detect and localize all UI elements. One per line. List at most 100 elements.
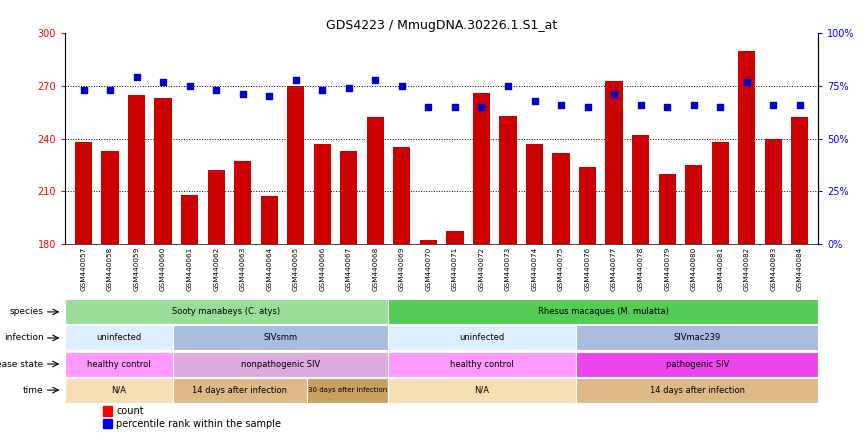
- Bar: [685, 165, 702, 244]
- Text: disease state: disease state: [0, 360, 43, 369]
- Text: GSM440063: GSM440063: [240, 246, 246, 291]
- Bar: [792, 118, 809, 244]
- Point: [76, 87, 90, 94]
- Bar: [172, 352, 388, 377]
- Text: GSM440083: GSM440083: [770, 246, 776, 291]
- Point: [130, 74, 144, 81]
- Bar: [500, 116, 517, 244]
- Point: [793, 101, 807, 108]
- Point: [580, 103, 594, 111]
- Bar: [128, 95, 145, 244]
- Point: [342, 84, 356, 91]
- Text: GSM440066: GSM440066: [320, 246, 326, 291]
- Text: GSM440069: GSM440069: [399, 246, 405, 291]
- Bar: [712, 142, 729, 244]
- Bar: [307, 377, 388, 403]
- Bar: [65, 325, 172, 350]
- Point: [448, 103, 462, 111]
- Text: GSM440057: GSM440057: [81, 246, 87, 291]
- Text: species: species: [10, 307, 43, 317]
- Bar: [103, 419, 113, 428]
- Bar: [553, 153, 570, 244]
- Text: GSM440081: GSM440081: [717, 246, 723, 291]
- Text: GSM440076: GSM440076: [585, 246, 591, 291]
- Bar: [366, 118, 384, 244]
- Bar: [74, 142, 92, 244]
- Point: [660, 103, 674, 111]
- Text: count: count: [116, 405, 144, 416]
- Bar: [579, 166, 596, 244]
- Bar: [172, 377, 307, 403]
- Text: N/A: N/A: [475, 385, 489, 395]
- Bar: [576, 352, 818, 377]
- Text: GSM440072: GSM440072: [478, 246, 484, 291]
- Bar: [172, 325, 388, 350]
- Point: [527, 97, 541, 104]
- Bar: [288, 86, 304, 244]
- Text: GSM440080: GSM440080: [691, 246, 696, 291]
- Text: time: time: [23, 385, 43, 395]
- Text: GSM440073: GSM440073: [505, 246, 511, 291]
- Point: [634, 101, 648, 108]
- Text: 14 days after infection: 14 days after infection: [650, 385, 745, 395]
- Bar: [738, 51, 755, 244]
- Text: GSM440075: GSM440075: [558, 246, 564, 291]
- Point: [714, 103, 727, 111]
- Text: Rhesus macaques (M. mulatta): Rhesus macaques (M. mulatta): [538, 307, 669, 317]
- Point: [766, 101, 780, 108]
- Bar: [313, 144, 331, 244]
- Point: [554, 101, 568, 108]
- Text: 14 days after infection: 14 days after infection: [192, 385, 288, 395]
- Bar: [473, 93, 490, 244]
- Text: uninfected: uninfected: [96, 333, 141, 342]
- Bar: [154, 98, 171, 244]
- Point: [501, 83, 515, 90]
- Point: [368, 76, 382, 83]
- Text: GSM440074: GSM440074: [532, 246, 538, 291]
- Text: GSM440058: GSM440058: [107, 246, 113, 291]
- Bar: [103, 406, 113, 416]
- Text: GSM440079: GSM440079: [664, 246, 670, 291]
- Title: GDS4223 / MmugDNA.30226.1.S1_at: GDS4223 / MmugDNA.30226.1.S1_at: [326, 19, 558, 32]
- Point: [236, 91, 249, 98]
- Text: GSM440061: GSM440061: [187, 246, 192, 291]
- Bar: [388, 377, 576, 403]
- Bar: [181, 194, 198, 244]
- Point: [183, 83, 197, 90]
- Point: [289, 76, 303, 83]
- Bar: [393, 147, 410, 244]
- Text: GSM440071: GSM440071: [452, 246, 458, 291]
- Point: [315, 87, 329, 94]
- Text: GSM440078: GSM440078: [637, 246, 643, 291]
- Text: nonpathogenic SIV: nonpathogenic SIV: [241, 360, 320, 369]
- Text: SIVmac239: SIVmac239: [674, 333, 721, 342]
- Text: 30 days after infection: 30 days after infection: [307, 387, 387, 393]
- Bar: [765, 139, 782, 244]
- Text: GSM440064: GSM440064: [266, 246, 272, 291]
- Bar: [208, 170, 225, 244]
- Text: GSM440070: GSM440070: [425, 246, 431, 291]
- Text: N/A: N/A: [111, 385, 126, 395]
- Text: GSM440084: GSM440084: [797, 246, 803, 291]
- Point: [262, 93, 276, 100]
- Text: GSM440067: GSM440067: [346, 246, 352, 291]
- Point: [607, 91, 621, 98]
- Bar: [576, 325, 818, 350]
- Point: [103, 87, 117, 94]
- Bar: [388, 299, 818, 325]
- Text: uninfected: uninfected: [459, 333, 505, 342]
- Bar: [576, 377, 818, 403]
- Bar: [65, 377, 172, 403]
- Text: GSM440077: GSM440077: [611, 246, 617, 291]
- Text: pathogenic SIV: pathogenic SIV: [666, 360, 729, 369]
- Point: [210, 87, 223, 94]
- Text: GSM440065: GSM440065: [293, 246, 299, 291]
- Bar: [420, 240, 437, 244]
- Text: GSM440060: GSM440060: [160, 246, 166, 291]
- Point: [475, 103, 488, 111]
- Text: GSM440068: GSM440068: [372, 246, 378, 291]
- Bar: [234, 161, 251, 244]
- Point: [687, 101, 701, 108]
- Point: [422, 103, 436, 111]
- Bar: [101, 151, 119, 244]
